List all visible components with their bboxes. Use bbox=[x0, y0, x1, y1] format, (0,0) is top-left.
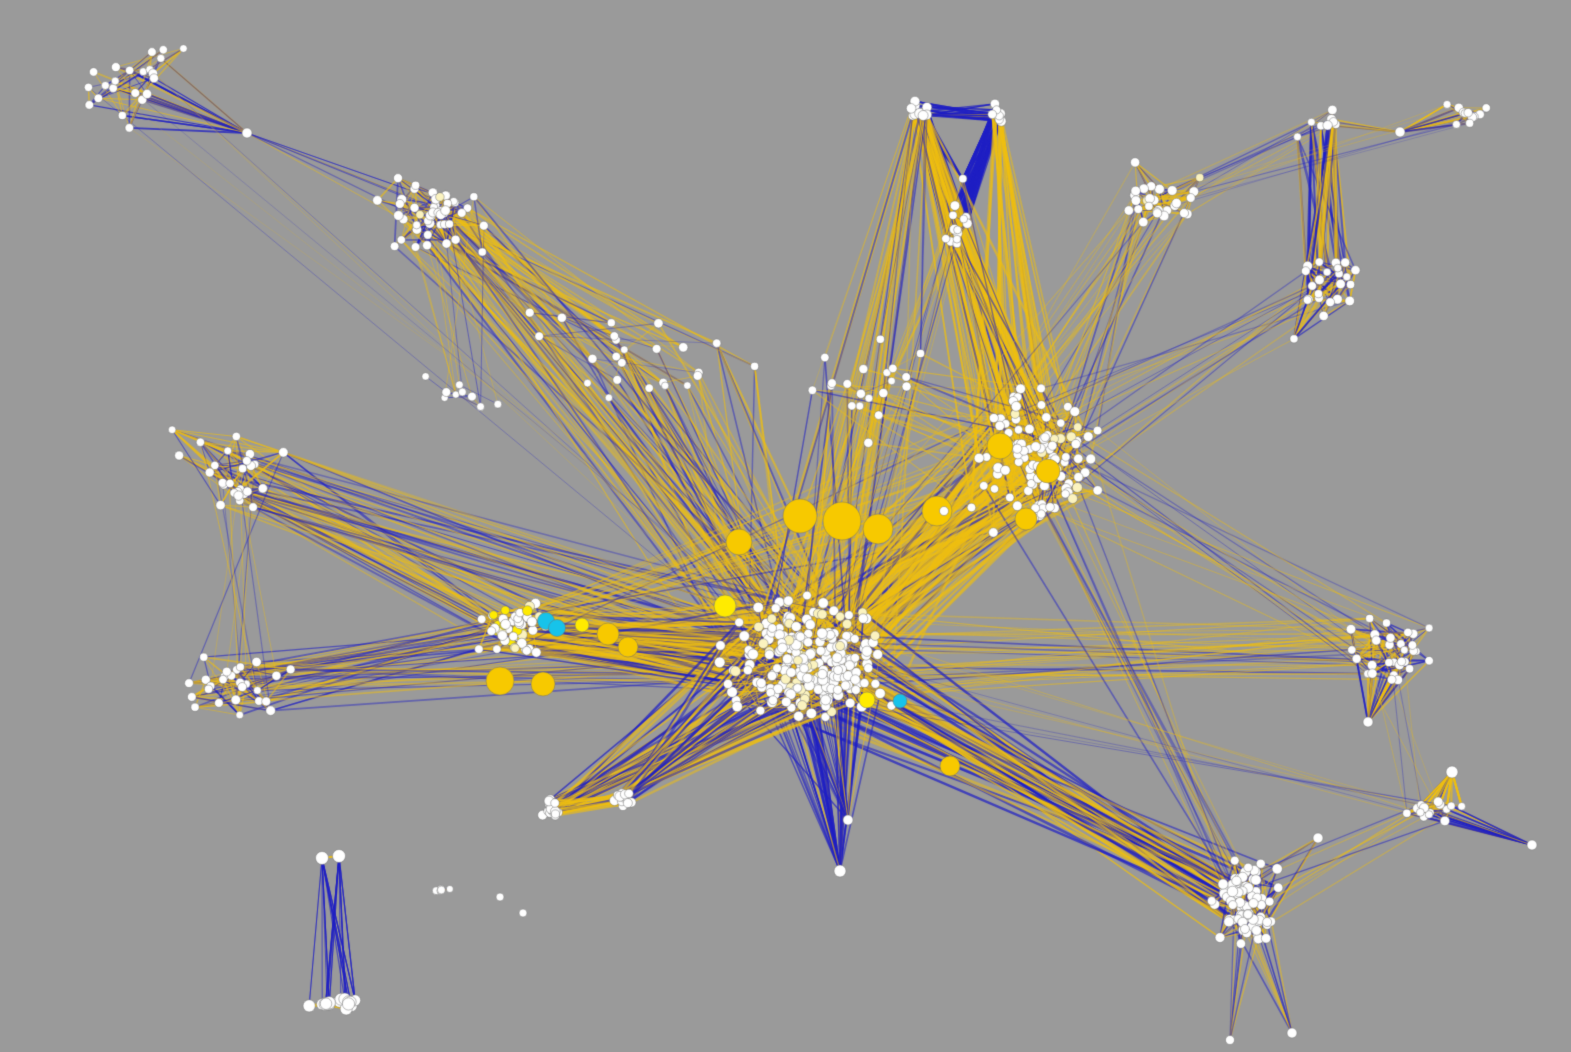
network-graph-canvas bbox=[0, 0, 1571, 1052]
graph-viewport bbox=[0, 0, 1571, 1052]
